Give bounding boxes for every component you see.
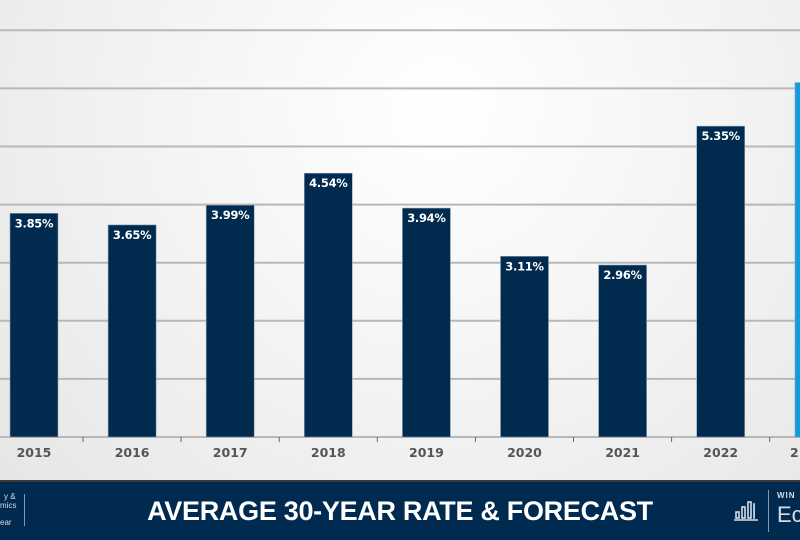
x-tick-label: 2020 (507, 445, 542, 460)
bar (794, 82, 800, 438)
bar (9, 213, 59, 438)
x-tick-label: 2022 (703, 445, 738, 460)
data-label: 3.99% (211, 208, 250, 222)
bar (696, 125, 746, 438)
bar (500, 256, 549, 438)
x-tick-label: 2016 (115, 445, 150, 460)
chart-title: AVERAGE 30-YEAR RATE & FORECAST (147, 496, 653, 526)
data-label: 4.54% (309, 176, 348, 190)
right-logo-small: WIN (777, 491, 796, 500)
bar (303, 172, 353, 438)
data-label: 3.94% (407, 211, 446, 225)
data-label: 2.96% (603, 268, 642, 282)
x-tick-label: 2021 (605, 445, 640, 460)
bar (205, 204, 255, 438)
left-logo-line: y & (4, 492, 16, 501)
bar (107, 224, 157, 438)
data-label: 5.35% (701, 129, 740, 143)
data-label: 3.85% (15, 216, 54, 230)
footer-banner: y & mics ear AVERAGE 30-YEAR RATE & FORE… (0, 480, 800, 540)
bar-chart-icon (734, 501, 758, 521)
x-tick-label: 2019 (409, 445, 444, 460)
data-label: 3.11% (505, 259, 544, 273)
bar-chart: 3.85% 2015 3.65% 2016 3.99% 2017 4.54% 2018 3.94… (0, 29, 800, 460)
bar (402, 207, 451, 438)
right-logo-large: Ec (777, 502, 800, 527)
bar (598, 264, 647, 438)
x-tick-label: 2015 (17, 445, 52, 460)
logo-divider (24, 494, 25, 526)
left-logo-line: ear (0, 518, 12, 527)
data-label: 3.65% (113, 228, 152, 242)
left-logo-line: mics (0, 501, 17, 510)
x-tick-label: 2018 (311, 445, 346, 460)
x-tick-label: 2 (790, 445, 799, 460)
x-tick-label: 2017 (213, 445, 248, 460)
logo-divider (768, 490, 769, 532)
